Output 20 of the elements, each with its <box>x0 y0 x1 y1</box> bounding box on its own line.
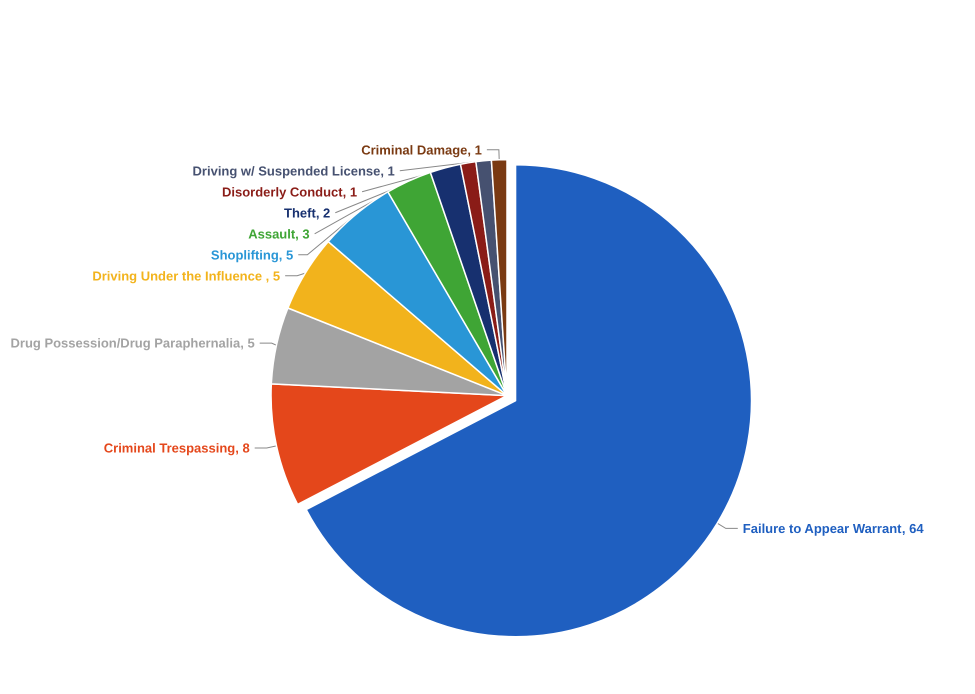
data-label: , 8 <box>235 440 250 456</box>
data-label: , 64 <box>902 520 924 536</box>
slice-label: Driving Under the Influence <box>92 268 262 284</box>
data-label: , 5 <box>262 268 280 284</box>
data-label: , 3 <box>295 226 310 242</box>
data-label: , 1 <box>342 184 358 200</box>
data-label: , 1 <box>380 163 395 178</box>
slice-label: Failure to Appear Warrant <box>742 520 902 536</box>
slice-label: Theft <box>284 205 316 220</box>
data-label: , 2 <box>316 205 330 220</box>
slice-label: Criminal Damage <box>361 142 468 158</box>
data-label: , 1 <box>467 142 482 158</box>
slice-label: Driving w/ Suspended License <box>192 163 380 178</box>
data-label: , 5 <box>278 247 294 262</box>
slice-label: Criminal Trespassing <box>104 440 236 456</box>
slice-label: Shoplifting <box>210 247 279 262</box>
slice-label: Drug Possession/Drug Paraphernalia <box>10 336 242 351</box>
slice-label: Disorderly Conduct <box>222 184 344 200</box>
slice-label: Assault <box>248 226 296 242</box>
data-label: , 5 <box>240 336 255 351</box>
